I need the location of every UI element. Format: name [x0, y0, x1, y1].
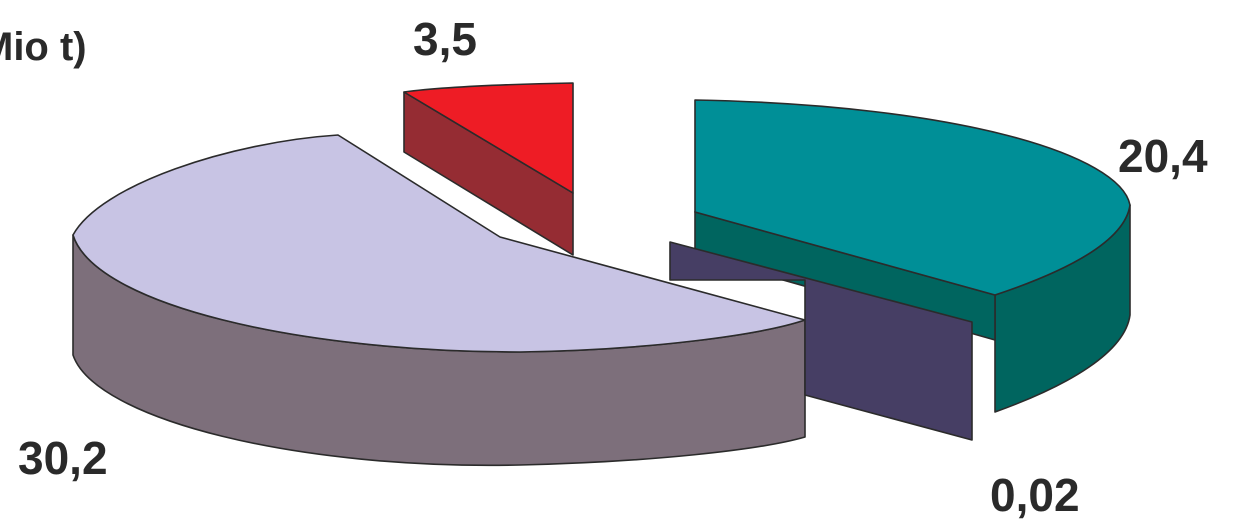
- data-label-30-2: 30,2: [18, 432, 108, 484]
- pie-slice-20-4: [694, 99, 1131, 413]
- chart-title: Mio t): [0, 25, 87, 69]
- pie-slice-0-02: [669, 241, 973, 441]
- data-label-3-5: 3,5: [413, 13, 477, 65]
- pie-slice-30-2-top: [72, 134, 806, 353]
- pie-slice-3-5-top: [403, 82, 574, 194]
- data-label-20-4: 20,4: [1118, 130, 1208, 182]
- pie-slice-3-5: [403, 82, 574, 256]
- pie-slice-0-02-side: [669, 241, 973, 441]
- pie-slice-30-2: [72, 134, 806, 467]
- pie-slice-20-4-top: [694, 99, 1131, 296]
- data-label-0-02: 0,02: [990, 469, 1080, 521]
